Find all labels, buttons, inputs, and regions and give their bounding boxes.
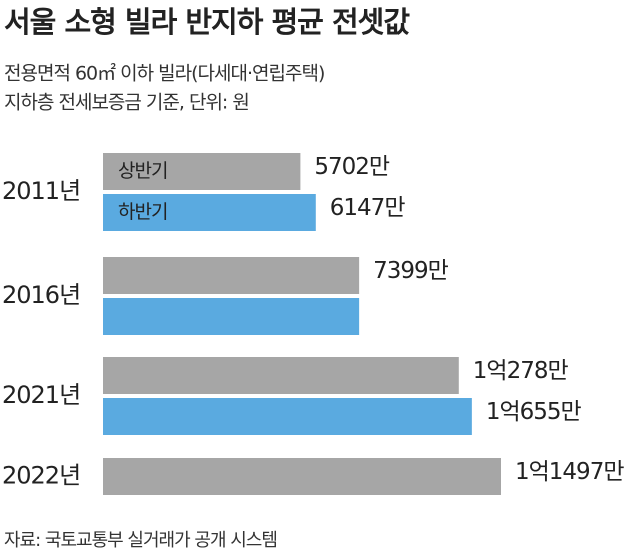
category-label: 2022년 [2, 462, 80, 490]
bar [103, 357, 459, 394]
value-label: 6147만 [330, 195, 406, 221]
value-label: 1억655만 [486, 399, 582, 425]
bar [103, 458, 501, 495]
bar [103, 398, 472, 435]
category-label: 2016년 [2, 281, 80, 309]
value-label: 1억1497만 [515, 459, 624, 485]
subtitle: 전용면적 60㎡ 이하 빌라(다세대·연립주택) [4, 62, 324, 85]
bar [103, 153, 301, 190]
value-label: 1억278만 [473, 358, 569, 384]
category-label: 2011년 [2, 177, 80, 205]
bar [103, 298, 360, 335]
subtitle: 지하층 전세보증금 기준, 단위: 원 [4, 92, 249, 114]
bar [103, 194, 316, 231]
chart-title: 서울 소형 빌라 반지하 평균 전셋값 [4, 5, 410, 39]
bar [103, 257, 360, 294]
category-label: 2021년 [2, 381, 80, 409]
source: 자료: 국토교통부 실거래가 공개 시스템 [4, 530, 277, 551]
value-label: 5702만 [314, 154, 390, 180]
legend-label: 하반기 [118, 201, 167, 223]
legend-label: 상반기 [118, 160, 167, 182]
value-label: 7399만 [373, 258, 449, 284]
